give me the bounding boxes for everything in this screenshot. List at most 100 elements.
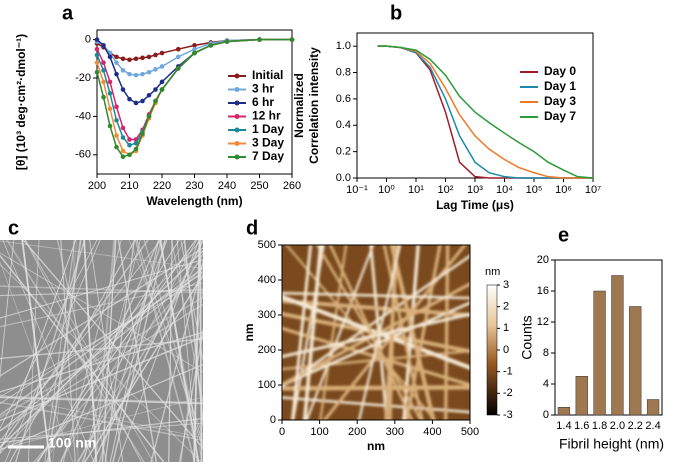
fibril — [0, 303, 203, 432]
data-point — [101, 60, 106, 65]
fibril — [291, 245, 313, 420]
data-point — [175, 54, 181, 60]
y-tick-label: -40 — [75, 110, 91, 122]
x-tick-label: 200 — [88, 180, 106, 192]
plot-frame — [554, 259, 663, 416]
fibril — [282, 294, 470, 370]
legend-label: 3 hr — [252, 82, 274, 96]
fibril — [0, 338, 203, 360]
fibril — [282, 312, 470, 359]
fibril — [0, 267, 203, 416]
fibril — [0, 240, 203, 269]
data-point — [159, 79, 165, 85]
data-point — [140, 131, 145, 136]
data-point — [120, 68, 126, 73]
x-tick-label: 1.8 — [592, 420, 607, 432]
y-tick-label: -60 — [75, 149, 91, 161]
fibril — [24, 240, 142, 462]
afm-image — [282, 245, 470, 420]
fibril — [0, 363, 203, 451]
fibril — [183, 240, 203, 430]
legend-label: 7 Day — [252, 149, 284, 163]
x-tick-label: 210 — [120, 180, 138, 192]
data-point — [107, 123, 113, 129]
legend-marker — [234, 114, 240, 119]
data-point — [114, 133, 119, 138]
data-point — [133, 146, 139, 152]
data-point — [94, 46, 100, 52]
fibril — [328, 245, 414, 420]
fibril — [0, 247, 203, 377]
colorbar-tick-label: -1 — [503, 366, 513, 378]
x-tick-label: 10² — [438, 184, 454, 196]
data-point — [133, 56, 139, 62]
data-point — [114, 104, 119, 110]
y-tick-label: 0.2 — [336, 146, 351, 158]
data-point — [120, 56, 126, 62]
x-tick-label: 100 — [310, 426, 328, 438]
data-point — [146, 92, 152, 98]
data-point — [127, 137, 132, 142]
y-tick-label: 0.4 — [336, 119, 351, 131]
legend-label: Day 7 — [544, 109, 576, 123]
x-tick-label: 400 — [423, 426, 441, 438]
fibril — [0, 254, 165, 462]
y-axis-label: nm — [242, 324, 256, 342]
data-point — [94, 60, 100, 65]
data-point — [159, 64, 165, 69]
bar — [593, 290, 606, 416]
fibril — [315, 245, 423, 420]
data-point — [146, 54, 152, 60]
colorbar-tick-label: 2 — [503, 301, 509, 313]
fibril — [357, 245, 402, 420]
data-point — [153, 98, 158, 104]
fibril — [0, 296, 203, 419]
fibril — [117, 240, 158, 462]
fibril — [0, 258, 203, 448]
data-point — [114, 71, 119, 77]
x-tick-label: 1.4 — [556, 420, 571, 432]
fibril — [0, 259, 203, 319]
bar — [629, 306, 642, 416]
fibril — [389, 245, 436, 420]
fibril — [0, 260, 74, 462]
legend-label: 3 Day — [252, 136, 284, 150]
y-axis-label: Correlation intensity — [307, 47, 321, 164]
bar — [575, 376, 588, 416]
y-tick-label: 500 — [258, 239, 276, 251]
x-tick-label: 0 — [279, 426, 285, 438]
panel-letter: e — [558, 224, 569, 246]
y-tick-label: 100 — [258, 379, 276, 391]
y-tick-label: 0 — [270, 414, 276, 426]
fibril — [0, 336, 203, 422]
data-point — [289, 37, 295, 42]
y-tick-label: 0 — [543, 409, 549, 421]
data-point — [175, 46, 181, 52]
legend-label: Day 1 — [544, 79, 576, 93]
panel-letter: c — [8, 217, 19, 239]
x-axis-label: Lag Time (μs) — [436, 198, 514, 212]
y-tick-label: 0.8 — [336, 66, 351, 78]
data-point — [127, 152, 132, 158]
y-tick-label: 0.6 — [336, 93, 351, 105]
x-tick-label: 230 — [185, 180, 203, 192]
x-tick-label: 10⁶ — [555, 184, 572, 196]
fibril — [62, 240, 122, 462]
x-tick-label: 2.0 — [610, 420, 625, 432]
plot-frame — [281, 244, 471, 421]
scale-bar-label: 100 nm — [48, 435, 96, 451]
fibril — [305, 245, 375, 420]
x-tick-label: 10⁻¹ — [346, 184, 368, 196]
data-point — [153, 52, 158, 58]
fibril — [0, 417, 203, 444]
legend-label: Initial — [252, 68, 283, 82]
fibril — [0, 394, 203, 439]
x-tick-label: 10⁴ — [496, 184, 513, 196]
y-tick-label: 0 — [85, 34, 91, 46]
data-point — [140, 98, 145, 104]
fibril — [0, 396, 203, 405]
data-point — [101, 79, 106, 85]
legend-marker — [234, 73, 240, 79]
x-axis-label: nm — [367, 439, 385, 453]
